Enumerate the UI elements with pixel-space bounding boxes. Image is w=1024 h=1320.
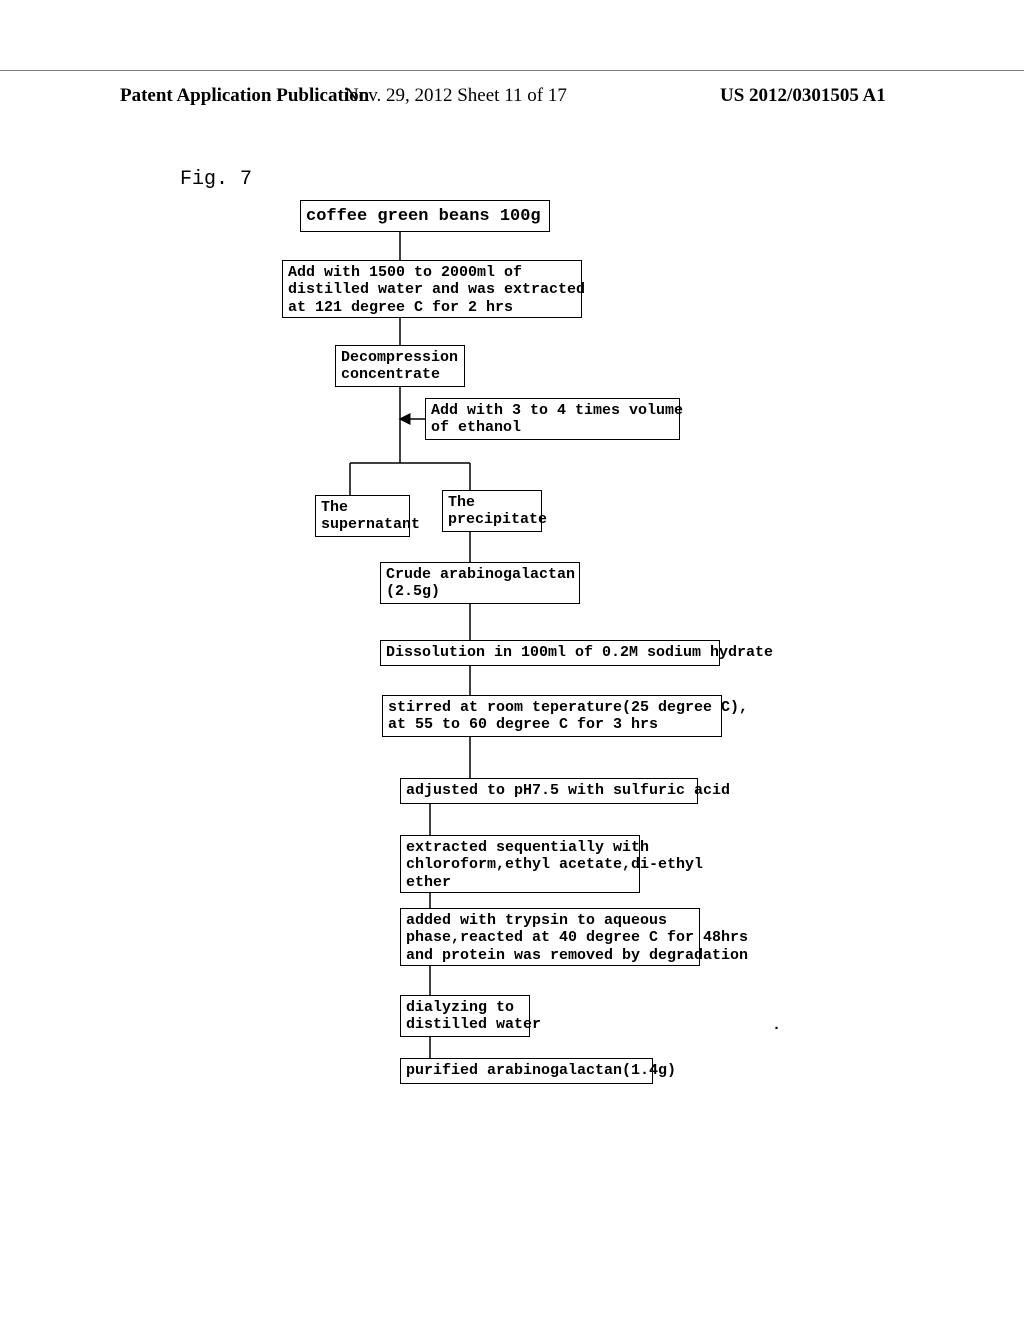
- box-ph-adjust: adjusted to pH7.5 with sulfuric acid: [400, 778, 698, 804]
- box-purified: purified arabinogalactan(1.4g): [400, 1058, 653, 1084]
- figure-label: Fig. 7: [180, 168, 252, 191]
- header-patent-number: US 2012/0301505 A1: [720, 85, 886, 107]
- header-divider: [0, 70, 1024, 71]
- box-stirred: stirred at room teperature(25 degree C),…: [382, 695, 722, 737]
- header-publication: Patent Application Publication: [120, 85, 369, 107]
- box-coffee-beans: coffee green beans 100g: [300, 200, 550, 232]
- page: Patent Application Publication Nov. 29, …: [0, 0, 1024, 1320]
- box-add-ethanol: Add with 3 to 4 times volume of ethanol: [425, 398, 680, 440]
- box-dissolution: Dissolution in 100ml of 0.2M sodium hydr…: [380, 640, 720, 666]
- box-dialyzing: dialyzing to distilled water: [400, 995, 530, 1037]
- box-extracted-sequentially: extracted sequentially with chloroform,e…: [400, 835, 640, 893]
- box-supernatant: The supernatant: [315, 495, 410, 537]
- box-crude-arabinogalactan: Crude arabinogalactan (2.5g): [380, 562, 580, 604]
- stray-dot: .: [772, 1017, 781, 1034]
- box-trypsin: added with trypsin to aqueous phase,reac…: [400, 908, 700, 966]
- box-precipitate: The precipitate: [442, 490, 542, 532]
- box-decompression: Decompression concentrate: [335, 345, 465, 387]
- box-distilled-water: Add with 1500 to 2000ml of distilled wat…: [282, 260, 582, 318]
- header-sheet-info: Nov. 29, 2012 Sheet 11 of 17: [345, 85, 567, 107]
